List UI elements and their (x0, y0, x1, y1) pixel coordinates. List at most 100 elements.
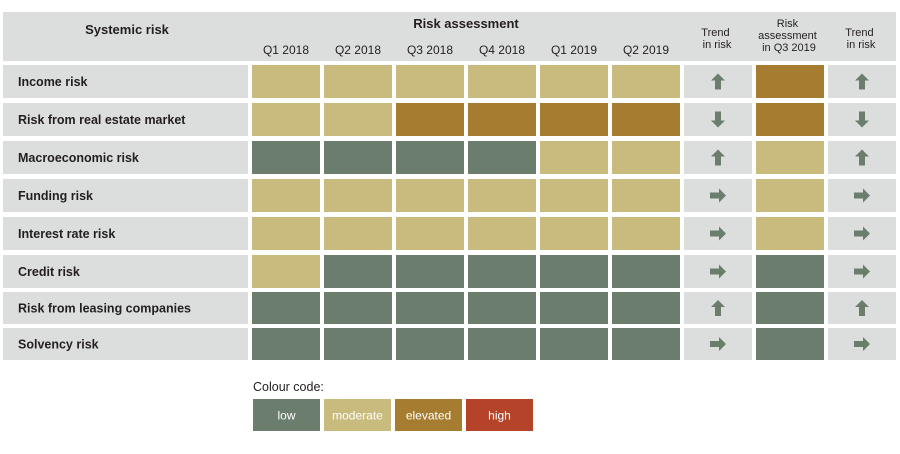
cell-q3-2018-moderate (396, 179, 464, 212)
cell-q2-2018-moderate (324, 217, 392, 250)
cell-q2-2019-moderate (612, 141, 680, 174)
arrow-right-icon (854, 226, 870, 241)
trend-header-2-line1: Trend (845, 27, 873, 39)
cell-q1-2018-moderate (252, 103, 320, 136)
risk-row-risk-from-real-estate-market: Risk from real estate market (3, 103, 896, 136)
cell-q4-2018-low (468, 328, 536, 360)
column-header-q4-2018: Q4 2018 (479, 43, 525, 57)
cell-q3-2019-moderate (756, 179, 824, 212)
risk-row-macroeconomic-risk: Macroeconomic risk (3, 141, 896, 174)
risk-assessment-header: Risk assessment (413, 16, 519, 31)
row-label-bg (3, 292, 248, 324)
cell-q3-2018-low (396, 292, 464, 324)
colour-legend: Colour code: low moderate elevated high (253, 380, 533, 431)
row-label-bg (3, 217, 248, 250)
arrow-up-icon (711, 73, 725, 90)
cell-q2-2018-low (324, 255, 392, 288)
cell-q4-2018-elevated (468, 103, 536, 136)
row-label: Solvency risk (18, 338, 99, 352)
cell-q3-2019-moderate (756, 141, 824, 174)
cell-q3-2018-moderate (396, 65, 464, 98)
cell-q3-2018-low (396, 255, 464, 288)
arrow-right-icon (710, 226, 726, 241)
column-header-q1-2019: Q1 2019 (551, 43, 597, 57)
row-label-bg (3, 65, 248, 98)
cell-q1-2019-moderate (540, 65, 608, 98)
column-header-q1-2018: Q1 2018 (263, 43, 309, 57)
cell-q1-2018-moderate (252, 179, 320, 212)
risk-q3-header-line3: in Q3 2019 (762, 42, 816, 54)
arrow-down-icon (711, 111, 725, 128)
cell-q2-2018-moderate (324, 103, 392, 136)
risk-q3-header-line2: assessment (758, 30, 817, 42)
cell-q2-2019-low (612, 255, 680, 288)
cell-q2-2018-moderate (324, 65, 392, 98)
cell-q3-2019-moderate (756, 217, 824, 250)
cell-q4-2018-low (468, 255, 536, 288)
cell-q1-2019-moderate (540, 179, 608, 212)
heatmap-grid: Income risk Risk from real estate market M… (3, 65, 896, 360)
row-label-bg (3, 255, 248, 288)
arrow-right-icon (854, 188, 870, 203)
risk-row-credit-risk: Credit risk (3, 255, 896, 288)
cell-q4-2018-low (468, 292, 536, 324)
row-label: Credit risk (18, 265, 80, 279)
cell-q1-2018-low (252, 292, 320, 324)
cell-q1-2018-moderate (252, 217, 320, 250)
row-label: Interest rate risk (18, 227, 115, 241)
cell-q2-2019-low (612, 328, 680, 360)
legend-swatch (324, 399, 391, 431)
legend-swatch (466, 399, 533, 431)
cell-q3-2019-low (756, 255, 824, 288)
cell-q1-2019-elevated (540, 103, 608, 136)
cell-q4-2018-moderate (468, 179, 536, 212)
cell-q1-2019-low (540, 255, 608, 288)
cell-q2-2018-low (324, 141, 392, 174)
cell-q3-2018-moderate (396, 217, 464, 250)
cell-q3-2019-low (756, 292, 824, 324)
arrow-down-icon (855, 111, 869, 128)
arrow-up-icon (855, 300, 869, 316)
legend-item-elevated: elevated (395, 399, 462, 431)
column-header-q2-2018: Q2 2018 (335, 43, 381, 57)
arrow-up-icon (855, 73, 869, 90)
risk-row-funding-risk: Funding risk (3, 179, 896, 212)
trend-header-2-line2: in risk (847, 39, 876, 51)
cell-q3-2018-low (396, 328, 464, 360)
row-label-bg (3, 141, 248, 174)
column-header-q3-2018: Q3 2018 (407, 43, 453, 57)
cell-q3-2019-elevated (756, 65, 824, 98)
cell-q3-2018-low (396, 141, 464, 174)
legend-swatch (395, 399, 462, 431)
cell-q2-2019-moderate (612, 65, 680, 98)
trend-header-1-line2: in risk (703, 39, 732, 51)
row-label-bg (3, 103, 248, 136)
cell-q1-2018-low (252, 141, 320, 174)
cell-q4-2018-moderate (468, 217, 536, 250)
trend-header-2: Trend in risk (845, 27, 876, 51)
legend-swatch (253, 399, 320, 431)
cell-q4-2018-low (468, 141, 536, 174)
cell-q2-2019-moderate (612, 217, 680, 250)
cell-q2-2018-moderate (324, 179, 392, 212)
row-label: Risk from real estate market (18, 113, 186, 127)
arrow-up-icon (711, 300, 725, 316)
row-label: Funding risk (18, 189, 93, 203)
cell-q3-2018-elevated (396, 103, 464, 136)
cell-q3-2019-low (756, 328, 824, 360)
cell-q1-2018-moderate (252, 255, 320, 288)
cell-q1-2018-moderate (252, 65, 320, 98)
cell-q4-2018-moderate (468, 65, 536, 98)
legend-item-moderate: moderate (324, 399, 391, 431)
trend-header-1: Trend in risk (701, 27, 732, 51)
cell-q2-2018-low (324, 292, 392, 324)
table-header: Systemic risk Risk assessment Trend in r… (3, 12, 896, 61)
legend-title: Colour code: (253, 380, 324, 394)
risk-row-solvency-risk: Solvency risk (3, 328, 896, 360)
cell-q2-2019-elevated (612, 103, 680, 136)
risk-row-income-risk: Income risk (3, 65, 896, 98)
trend-header-1-line1: Trend (701, 27, 729, 39)
arrow-up-icon (855, 149, 869, 166)
column-header-q2-2019: Q2 2019 (623, 43, 669, 57)
